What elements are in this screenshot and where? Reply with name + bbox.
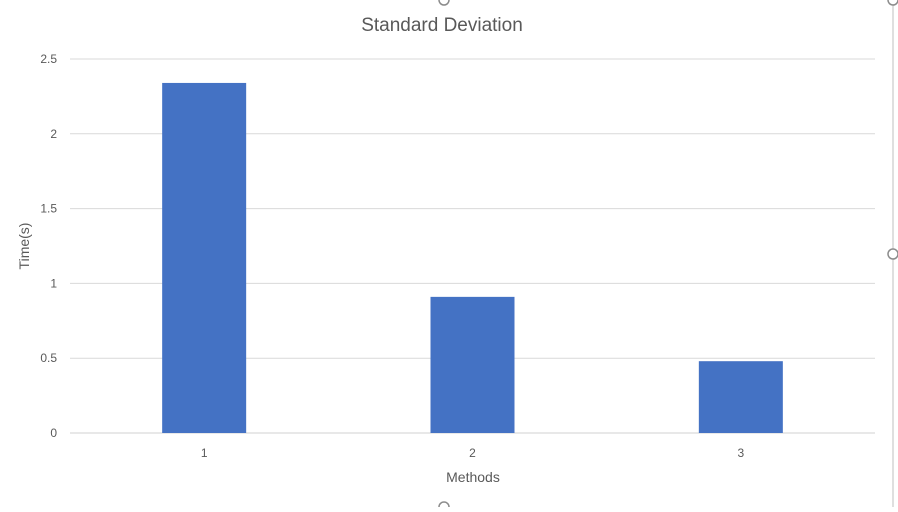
chart-title: Standard Deviation (361, 15, 523, 36)
x-tick-label: 3 (737, 446, 744, 460)
x-tick-label: 2 (469, 446, 476, 460)
resize-handle-icon (438, 501, 450, 512)
y-axis-tick-labels: 0 0.5 1 1.5 2 2.5 (40, 52, 57, 440)
x-tick-label: 1 (201, 446, 208, 460)
y-tick-label: 0 (50, 426, 57, 440)
y-tick-label: 1.5 (40, 202, 57, 216)
y-tick-label: 1 (50, 276, 57, 290)
bars (162, 82, 783, 433)
y-tick-label: 0.5 (40, 351, 57, 365)
y-tick-label: 2 (50, 127, 57, 141)
y-axis-label: Time(s) (16, 223, 32, 270)
x-axis-tick-labels: 1 2 3 (201, 446, 745, 460)
bar-3 (698, 361, 783, 433)
x-axis-label: Methods (446, 469, 500, 485)
bar-2 (430, 296, 515, 433)
resize-handle-icon (438, 0, 450, 6)
resize-handle-icon (887, 248, 898, 260)
y-tick-label: 2.5 (40, 52, 57, 66)
bar-1 (162, 82, 247, 433)
selection-handles (438, 0, 898, 512)
resize-handle-icon (887, 0, 898, 6)
